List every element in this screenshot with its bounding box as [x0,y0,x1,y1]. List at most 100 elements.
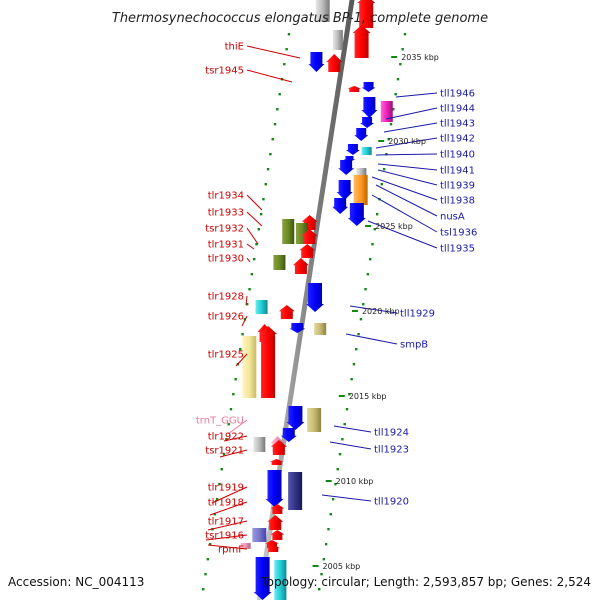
gene-red [301,229,318,244]
leader-line-left [246,45,301,59]
leader-line-left [245,295,248,306]
gene-blue [347,203,366,226]
gene-red [347,86,362,92]
genome-summary: Topology: circular; Length: 2,593,857 bp… [260,575,591,589]
gene-khaki [314,323,327,335]
gene-pink [240,543,251,549]
gc-dot-right [352,363,356,366]
gene-label-tll1929: tll1929 [400,309,435,320]
gene-red [299,244,316,258]
gene-red [357,0,376,28]
gene-blue [336,180,353,200]
gene-blue [361,97,378,118]
gene-cyan [361,147,372,155]
gene-gray [253,437,266,452]
gene-red [292,258,309,274]
gc-dot-right [350,378,353,381]
gc-dot-left [269,153,272,156]
gene-label-tll1942: tll1942 [440,134,475,145]
leader-line-left [246,227,259,245]
gene-label-tll1938: tll1938 [440,196,475,207]
leader-line-right [349,305,398,314]
gene-olive [273,255,286,270]
gc-dot-left [215,498,219,501]
gc-dot-left [259,213,263,216]
gc-dot-right [368,258,372,261]
gene-red [267,515,284,530]
gc-dot-left [255,243,258,246]
gene-label-nusA: nusA [440,212,465,223]
leader-line-right [385,107,438,120]
gene-blue [289,323,306,333]
leader-line-right [345,333,398,345]
leader-line-right [377,169,438,186]
gene-label-tsr1921: tsr1921 [205,446,244,457]
gene-label-tll1939: tll1939 [440,181,475,192]
gene-label-tlr1934: tlr1934 [208,191,244,202]
gene-blue [253,557,272,600]
kbp-tick-label: 2005 kbp [323,562,361,571]
backbone-layer [256,0,355,600]
gene-label-tsl1936: tsl1936 [440,228,477,239]
gene-red [326,54,343,72]
kbp-tick-label: 2020 kbp [362,307,400,316]
kbp-tick-label: 2035 kbp [401,53,439,62]
gc-dot-right [387,138,390,141]
gene-label-tlr1933: tlr1933 [208,208,244,219]
gene-label-tlr1917: tlr1917 [208,517,244,528]
gc-dot-left [252,258,256,261]
gc-dot-left [248,288,251,291]
gene-red [269,459,284,465]
gene-label-tll1935: tll1935 [440,244,475,255]
gene-blue [354,128,369,141]
gc-dot-left [246,303,249,306]
gc-dot-right [396,78,400,81]
gc-dot-right [392,108,395,111]
kbp-tick-label: 2030 kbp [388,137,426,146]
gc-dot-right [403,33,407,36]
gene-label-tll1946: tll1946 [440,89,475,100]
gc-dot-left [287,33,291,36]
gc-dot-right [359,318,363,321]
leader-line-left [223,435,248,442]
gc-dot-left [266,168,270,171]
gene-label-tll1943: tll1943 [440,119,475,130]
leader-line-left [207,520,248,531]
leader-line-right [375,137,438,149]
gene-slate [252,528,267,542]
gc-dot-right [401,48,404,51]
leader-line-right [371,194,438,233]
gc-dot-right [322,558,326,561]
gene-label-rpmF: rpmF [218,545,244,556]
gc-dot-right [329,513,332,516]
kbp-tick-label: 2010 kbp [336,477,374,486]
gene-label-tlr1930: tlr1930 [208,254,244,265]
gene-red [270,440,287,455]
gene-red [266,545,281,552]
gene-cyan [274,560,287,600]
gene-blue [338,160,355,175]
leader-line-right [321,494,372,502]
gc-dot-right [334,483,337,486]
gene-label-tll1924: tll1924 [374,428,409,439]
leader-line-right [375,184,438,217]
gene-blue [332,198,349,214]
gc-dot-right [355,348,358,351]
gene-navy [288,472,303,510]
leader-lines-layer [205,45,438,550]
leader-line-left [209,501,248,516]
leader-line-right [329,441,372,450]
leader-line-left [211,486,248,504]
gene-orange [353,175,368,205]
leader-line-right [371,176,438,201]
gc-dot-right [357,333,360,336]
gc-dot-right [385,153,388,156]
gc-dot-right [348,393,351,396]
kbp-ticks-layer: 2035 kbp 2030 kbp 2025 kbp 2020 kbp 2015 kbp… [312,53,439,571]
leader-line-right [375,153,438,156]
gene-gray [332,30,343,50]
gc-dot-right [336,468,339,471]
gc-dot-left [222,453,226,456]
gene-label-tlr1925: tlr1925 [208,350,244,361]
